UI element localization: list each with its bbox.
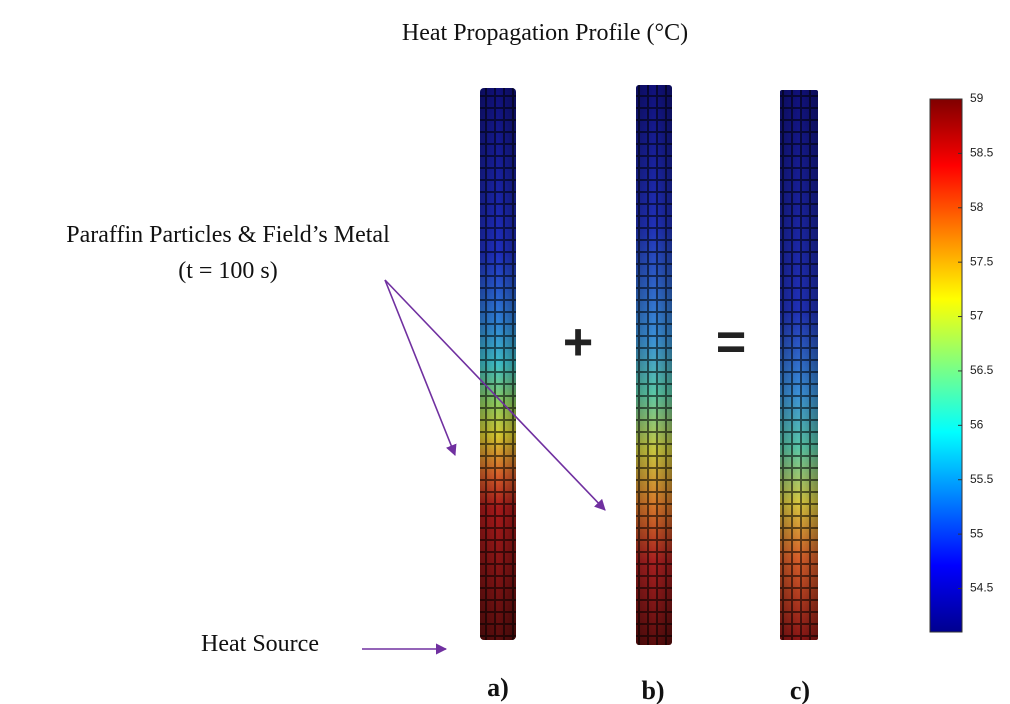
- colorbar: [930, 99, 962, 632]
- colorbar-tick-label: 55.5: [970, 472, 994, 486]
- equals-operator: =: [716, 314, 746, 372]
- colorbar-tick-label: 56: [970, 417, 984, 431]
- heat-source-label: Heat Source: [201, 631, 319, 657]
- panel-label: a): [487, 673, 509, 702]
- arrow: [385, 280, 455, 455]
- colorbar-tick-label: 58.5: [970, 146, 994, 160]
- column-a: [480, 88, 516, 640]
- figure: Heat Propagation Profile (°C) + = Paraff…: [0, 0, 1010, 704]
- colorbar-tick-label: 58: [970, 200, 984, 214]
- colorbar-tick-label: 55: [970, 526, 984, 540]
- column-b: [636, 85, 672, 645]
- colorbar-ticks: 54.5 55 55.5 56 56.5 57 57.5 58 58.5 59: [958, 91, 994, 594]
- plus-operator: +: [563, 314, 593, 372]
- colorbar-tick-label: 59: [970, 91, 984, 105]
- title: Heat Propagation Profile (°C): [402, 20, 688, 46]
- column-shade: [780, 90, 818, 640]
- colorbar-tick-label: 57.5: [970, 254, 994, 268]
- colorbar-tick-label: 56.5: [970, 363, 994, 377]
- panel-label: b): [641, 676, 664, 704]
- time-label: (t = 100 s): [178, 258, 278, 284]
- colorbar-tick-label: 57: [970, 309, 984, 323]
- particles-label: Paraffin Particles & Field’s Metal: [66, 222, 390, 248]
- column-shade: [636, 85, 672, 645]
- colorbar-tick-label: 54.5: [970, 581, 994, 595]
- column-c: [780, 90, 818, 640]
- panel-label: c): [790, 676, 810, 704]
- column-shade: [480, 88, 516, 640]
